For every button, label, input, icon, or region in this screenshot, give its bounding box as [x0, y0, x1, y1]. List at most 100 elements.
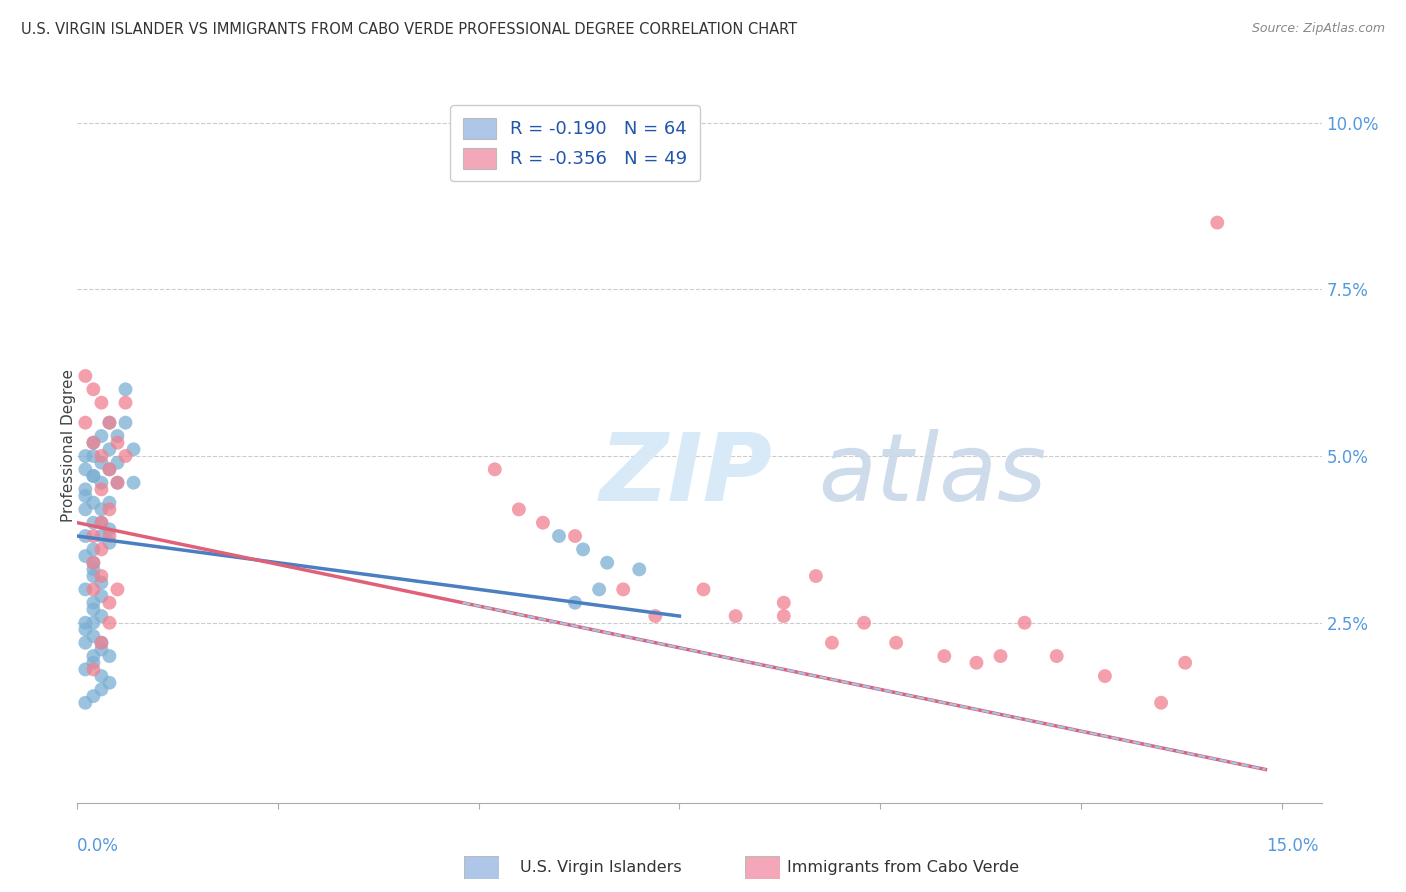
Point [548, 529, 571, 543]
Point [75, 489, 97, 503]
Point [75, 529, 97, 543]
Point [90, 395, 112, 409]
Point [965, 656, 987, 670]
Point [628, 562, 651, 576]
Point [90, 542, 112, 557]
Point [98, 649, 121, 664]
Point [82, 556, 104, 570]
Point [990, 649, 1012, 664]
Point [564, 529, 586, 543]
Point [82, 689, 104, 703]
Point [1206, 216, 1229, 230]
Point [75, 636, 97, 650]
Point [90, 429, 112, 443]
Point [1174, 656, 1197, 670]
Point [75, 483, 97, 497]
Point [484, 462, 506, 476]
Point [572, 542, 595, 557]
Point [90, 636, 112, 650]
Point [884, 636, 907, 650]
Point [98, 596, 121, 610]
Point [75, 615, 97, 630]
Point [90, 516, 112, 530]
Point [98, 496, 121, 510]
Point [75, 462, 97, 476]
Point [82, 449, 104, 463]
Point [82, 582, 104, 597]
Point [596, 556, 619, 570]
Point [107, 429, 129, 443]
Point [107, 475, 129, 490]
Point [114, 449, 136, 463]
Point [724, 609, 747, 624]
Text: ZIP: ZIP [600, 428, 773, 521]
Point [821, 636, 844, 650]
Point [82, 569, 104, 583]
Point [1014, 615, 1036, 630]
Text: atlas: atlas [818, 429, 1046, 520]
Point [531, 516, 554, 530]
Point [90, 569, 112, 583]
Point [75, 368, 97, 383]
Point [82, 496, 104, 510]
Point [804, 569, 827, 583]
Point [114, 395, 136, 409]
Text: U.S. VIRGIN ISLANDER VS IMMIGRANTS FROM CABO VERDE PROFESSIONAL DEGREE CORRELATI: U.S. VIRGIN ISLANDER VS IMMIGRANTS FROM … [21, 22, 797, 37]
Text: 15.0%: 15.0% [1267, 837, 1319, 855]
Point [107, 435, 129, 450]
Point [90, 475, 112, 490]
Point [98, 522, 121, 536]
Point [98, 442, 121, 457]
Text: Source: ZipAtlas.com: Source: ZipAtlas.com [1251, 22, 1385, 36]
Point [1046, 649, 1069, 664]
Point [1150, 696, 1173, 710]
Point [90, 502, 112, 516]
Point [90, 456, 112, 470]
Point [82, 556, 104, 570]
Point [75, 582, 97, 597]
Point [98, 462, 121, 476]
Point [107, 475, 129, 490]
Point [98, 416, 121, 430]
Point [853, 615, 876, 630]
Point [82, 562, 104, 576]
Text: Immigrants from Cabo Verde: Immigrants from Cabo Verde [787, 860, 1019, 874]
Point [82, 542, 104, 557]
Point [82, 435, 104, 450]
Point [107, 456, 129, 470]
Point [82, 656, 104, 670]
Point [90, 636, 112, 650]
Point [98, 615, 121, 630]
Point [772, 596, 794, 610]
Point [75, 623, 97, 637]
Point [82, 435, 104, 450]
Text: U.S. Virgin Islanders: U.S. Virgin Islanders [520, 860, 682, 874]
Legend: R = -0.190   N = 64, R = -0.356   N = 49: R = -0.190 N = 64, R = -0.356 N = 49 [450, 105, 700, 181]
Point [75, 502, 97, 516]
Point [90, 516, 112, 530]
Point [82, 469, 104, 483]
Point [82, 382, 104, 396]
Point [82, 615, 104, 630]
Point [90, 642, 112, 657]
Point [82, 529, 104, 543]
Point [508, 502, 530, 516]
Point [90, 609, 112, 624]
Point [82, 469, 104, 483]
Point [82, 596, 104, 610]
Point [98, 416, 121, 430]
Point [90, 669, 112, 683]
Point [772, 609, 794, 624]
Point [644, 609, 666, 624]
Point [98, 535, 121, 549]
Point [934, 649, 956, 664]
Point [75, 416, 97, 430]
Point [75, 449, 97, 463]
Point [75, 549, 97, 563]
Point [90, 682, 112, 697]
Point [564, 596, 586, 610]
Point [107, 582, 129, 597]
Point [98, 462, 121, 476]
Point [692, 582, 714, 597]
Point [122, 475, 145, 490]
